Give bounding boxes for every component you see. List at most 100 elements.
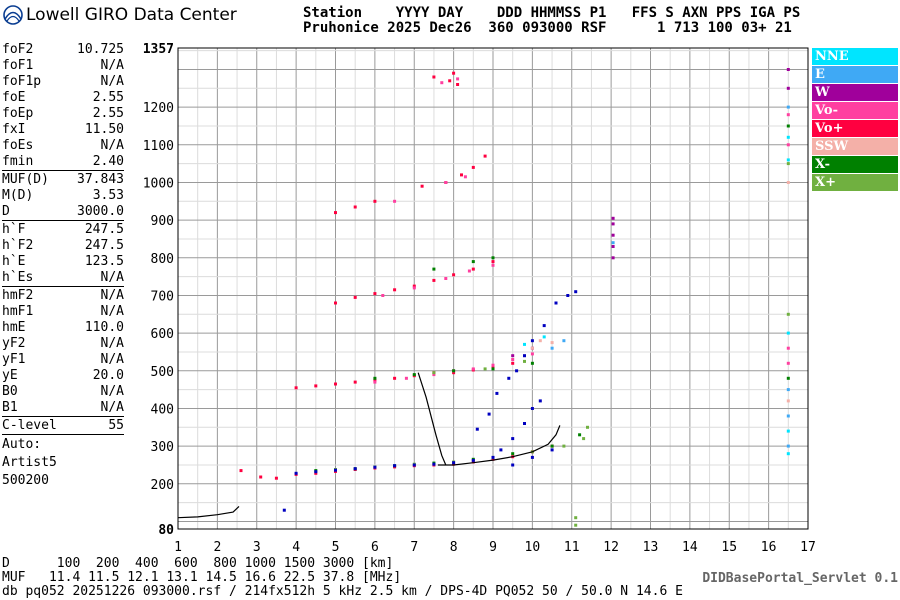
param-label: MUF(D) xyxy=(2,172,49,187)
param-label: foF1p xyxy=(2,74,42,89)
echo-point xyxy=(444,277,448,280)
echo-point xyxy=(523,422,526,425)
param-value: 247.5 xyxy=(84,222,124,237)
echo-point xyxy=(611,245,615,248)
x-tick-label: 10 xyxy=(525,540,541,555)
param-separator xyxy=(2,286,124,287)
legend-item: X- xyxy=(812,156,898,173)
echo-point xyxy=(786,158,790,162)
param-row: foF1p N/A xyxy=(2,74,124,90)
echo-point xyxy=(786,346,790,350)
param-label: yF2 xyxy=(2,336,26,351)
param-label: foEs xyxy=(2,138,34,153)
echo-point xyxy=(586,425,589,429)
echo-point xyxy=(499,448,503,452)
echo-point xyxy=(353,295,357,299)
footer-file-line: db pq052 20251226 093000.rsf / 214fx512h… xyxy=(2,584,683,599)
echo-point xyxy=(334,301,337,305)
y-tick-label: 300 xyxy=(151,440,174,455)
x-tick-label: 13 xyxy=(643,540,659,555)
param-label: D xyxy=(2,204,10,219)
echo-point xyxy=(432,75,436,79)
x-tick-label: 7 xyxy=(410,540,418,555)
echo-point xyxy=(786,376,790,380)
param-label: hmF2 xyxy=(2,288,34,303)
echo-point xyxy=(491,363,495,367)
plot-frame xyxy=(177,47,809,530)
footer-muf-line: MUF 11.4 11.5 12.1 13.1 14.5 16.6 22.5 3… xyxy=(2,570,402,585)
echo-point xyxy=(523,342,526,346)
footer-info: D 100 200 400 600 800 1000 1500 3000 [km… xyxy=(2,557,683,599)
param-row: fmin 2.40 xyxy=(2,154,124,170)
param-value: 2.55 xyxy=(92,90,124,105)
param-label: h`F xyxy=(2,222,26,237)
echo-point xyxy=(491,455,495,459)
x-tick-label: 3 xyxy=(253,540,261,555)
echo-point xyxy=(420,184,424,188)
x-tick-label: 15 xyxy=(721,540,737,555)
echo-point xyxy=(611,233,615,237)
param-row: B1 N/A xyxy=(2,400,124,416)
echo-point xyxy=(786,86,790,90)
logo-text: Lowell GIRO Data Center xyxy=(26,5,237,25)
legend-item: SSW xyxy=(812,138,898,155)
echo-point xyxy=(404,376,408,380)
echo-point xyxy=(550,448,554,452)
echo-point xyxy=(786,124,790,128)
echo-point xyxy=(786,68,790,71)
x-tick-label: 14 xyxy=(682,540,698,555)
echo-point xyxy=(456,83,460,86)
echo-point xyxy=(530,352,534,356)
echo-point xyxy=(353,380,357,384)
echo-point xyxy=(432,373,436,377)
param-row: h`E 123.5 xyxy=(2,254,124,270)
param-separator xyxy=(2,170,124,171)
param-label: hmE xyxy=(2,320,26,335)
echo-point xyxy=(511,452,515,456)
curves xyxy=(177,372,561,519)
param-label: foEp xyxy=(2,106,34,121)
curve-line xyxy=(417,372,447,466)
param-value: 3.53 xyxy=(92,188,124,203)
param-value: 123.5 xyxy=(84,254,124,269)
param-value: 20.0 xyxy=(92,368,124,383)
echo-point xyxy=(314,470,318,474)
echo-point xyxy=(456,77,460,81)
param-label: foF1 xyxy=(2,58,34,73)
echo-point xyxy=(353,205,357,209)
x-tick-label: 8 xyxy=(450,540,458,555)
param-row: foE 2.55 xyxy=(2,90,124,106)
echo-point xyxy=(467,269,471,273)
echo-point xyxy=(582,437,586,441)
echo-point xyxy=(786,105,790,109)
echo-point xyxy=(353,467,357,471)
echo-point xyxy=(373,376,377,380)
echo-point xyxy=(523,354,526,358)
echo-point xyxy=(334,211,337,215)
y-tick-label: 1200 xyxy=(143,101,174,116)
echo-point xyxy=(554,301,558,305)
echo-point xyxy=(495,391,499,395)
echo-point xyxy=(334,468,337,472)
curve-line xyxy=(437,425,561,466)
echo-point xyxy=(471,458,475,462)
echo-point xyxy=(530,346,534,350)
legend-item: X+ xyxy=(812,174,898,191)
echo-point xyxy=(259,475,263,479)
echo-point xyxy=(483,154,487,158)
echo-point xyxy=(786,113,790,117)
param-value: N/A xyxy=(100,58,124,73)
echo-point xyxy=(393,464,397,468)
x-tick-label: 9 xyxy=(489,540,497,555)
echo-point xyxy=(611,241,615,245)
x-tick-label: 17 xyxy=(800,540,816,555)
param-row: fxI 11.50 xyxy=(2,122,124,138)
echo-point xyxy=(562,444,566,448)
param-value: N/A xyxy=(100,288,124,303)
echo-point xyxy=(786,399,790,403)
param-row: foEs N/A xyxy=(2,138,124,154)
echo-point xyxy=(452,369,456,373)
echo-point xyxy=(786,312,790,316)
echo-point xyxy=(578,433,582,437)
